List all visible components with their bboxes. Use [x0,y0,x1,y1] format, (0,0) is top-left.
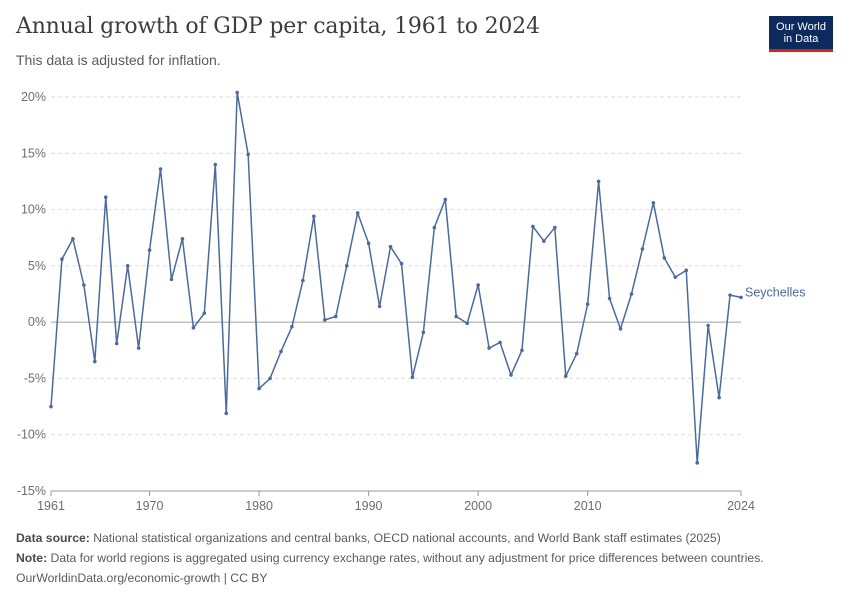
series-line [50,91,742,464]
data-point [574,351,579,356]
data-point [268,376,272,381]
data-point [695,461,699,465]
chart-title: Annual growth of GDP per capita, 1961 to… [16,14,540,39]
note-line: Note: Data for world regions is aggregat… [16,548,836,568]
data-point [432,225,437,230]
data-point [114,341,119,346]
y-tick-label: 10% [21,203,46,217]
data-point [520,348,524,353]
chart-subtitle: This data is adjusted for inflation. [16,52,221,68]
data-point [60,257,64,261]
data-point [388,244,393,249]
x-tick-label: 2010 [574,499,602,513]
x-tick-label: 1990 [355,499,383,513]
data-point [465,321,469,326]
data-point [180,237,185,241]
logo-line-1: Our World [776,21,826,33]
y-tick-label: -10% [17,428,46,442]
data-point [49,404,53,409]
data-point [728,293,732,297]
data-point [739,295,743,300]
series-label: Seychelles [745,285,805,299]
data-point [684,268,689,273]
data-point [136,346,141,350]
data-point [443,197,448,202]
data-point [553,225,557,230]
data-point [673,275,678,279]
data-source-line: Data source: National statistical organi… [16,528,836,548]
data-point [301,278,305,283]
data-point [607,296,612,301]
x-tick-label: 1970 [136,499,164,513]
data-point [498,340,502,345]
x-tick-label: 2000 [464,499,492,513]
data-point [717,395,721,400]
data-point [125,264,130,268]
data-point [257,386,261,391]
x-tick-label: 1980 [245,499,273,513]
data-point [421,330,426,335]
data-point [246,152,250,157]
data-point [640,247,645,251]
y-tick-label: -15% [17,484,46,498]
note-text: Data for world regions is aggregated usi… [50,551,764,565]
data-source-label: Data source: [16,531,90,545]
data-point [585,302,590,306]
data-point [355,211,360,215]
owid-logo[interactable]: Our World in Data [769,16,833,52]
y-tick-label: 0% [28,315,46,329]
data-point [509,373,513,377]
data-point [191,325,196,330]
data-point [662,256,667,260]
y-tick-label: 5% [28,259,46,273]
data-point [312,214,316,219]
note-label: Note: [16,551,48,565]
data-point [224,411,229,416]
data-point [323,318,327,322]
data-point [82,283,86,287]
data-point [279,349,283,354]
data-point [344,264,349,268]
data-point [629,292,634,296]
data-point [399,261,404,266]
data-point [476,283,480,287]
data-point [651,201,656,205]
x-tick-label: 2024 [727,499,755,513]
data-point [377,304,382,309]
data-point [706,323,710,328]
x-tick-label: 1961 [37,499,65,513]
data-point [71,237,75,241]
data-point [410,375,415,380]
data-point [487,346,491,350]
data-point [147,248,152,252]
data-point [596,179,601,184]
data-point [290,324,294,329]
data-point [169,277,174,282]
data-point [158,167,163,171]
data-point [531,224,535,229]
data-point [202,311,207,315]
source-url[interactable]: OurWorldinData.org/economic-growth | CC … [16,571,268,585]
data-point [542,239,546,243]
data-point [103,195,108,199]
data-point [213,162,218,167]
chart-footer: Data source: National statistical organi… [16,528,836,588]
y-tick-label: -5% [24,371,46,385]
y-tick-label: 15% [21,146,46,160]
data-point [563,374,568,378]
data-point [333,314,338,319]
y-tick-label: 20% [21,90,46,104]
data-point [454,314,459,319]
logo-line-2: in Data [783,33,819,45]
line-chart: -15% -10% -5% 0% 5% 10% 15% 20% 1961 1970 1980 1990… [17,90,806,513]
data-point [618,327,623,331]
data-source-text: National statistical organizations and c… [93,531,721,545]
data-point [93,359,97,364]
data-point [366,241,371,246]
data-point [235,90,239,95]
